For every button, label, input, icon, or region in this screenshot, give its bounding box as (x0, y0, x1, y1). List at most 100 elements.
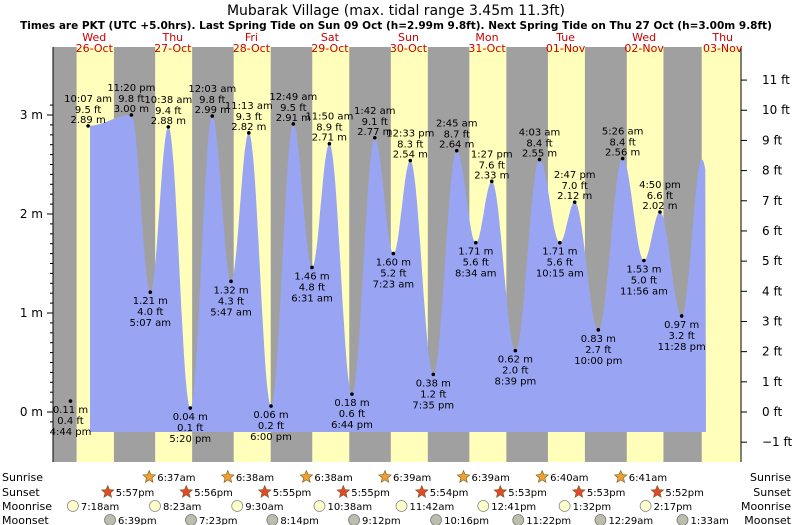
tide-low-point (269, 404, 273, 408)
tide-low-point (513, 348, 518, 353)
sunrise-time: 6:37am (157, 473, 195, 484)
tide-low-point (188, 406, 193, 410)
tide-low-time: 10:00 pm (574, 356, 622, 367)
moonset-time: 1:33am (690, 516, 728, 525)
sunset-row-label-left: Sunset (2, 486, 40, 499)
moonrise-icon (149, 500, 161, 512)
sunrise-icon (220, 469, 235, 483)
sunrise-time: 6:40am (550, 473, 588, 484)
tide-low-time: 11:28 pm (658, 342, 706, 353)
sunrise-time: 6:38am (314, 473, 352, 484)
right-axis-tick-label: 8 ft (762, 164, 782, 178)
tide-high-point (129, 113, 134, 117)
tide-low-ft: 3.2 ft (668, 331, 694, 342)
day-header-name: Tue (555, 31, 575, 44)
tide-high-ft: 8.7 ft (444, 130, 470, 141)
day-header-name: Thu (161, 31, 183, 44)
sunrise-row-label-right: Sunrise (750, 471, 791, 484)
sunrise-time: 6:39am (472, 473, 510, 484)
moonset-time: 11:22pm (526, 516, 571, 525)
sunrise-icon (299, 469, 314, 483)
tide-high-point (658, 210, 662, 214)
sunrise-icon (378, 469, 392, 483)
tide-low-ft: 5.6 ft (463, 258, 489, 269)
right-axis-tick-label: 1 ft (762, 375, 782, 389)
tide-high-ft: 9.4 ft (155, 106, 181, 117)
right-axis-tick-label: 4 ft (762, 284, 782, 298)
tide-low-point (473, 240, 478, 245)
tide-low-point (558, 240, 562, 245)
tide-high-ft: 9.3 ft (236, 112, 262, 123)
tide-low-ft: 0.2 ft (258, 421, 284, 432)
moonrise-time: 9:30am (245, 502, 283, 513)
tide-high-time: 1:42 am (354, 106, 396, 117)
sunset-icon (336, 484, 351, 498)
moonrise-icon (231, 500, 244, 512)
tide-low-ft: 0.4 ft (57, 416, 83, 427)
moonset-icon (430, 514, 442, 525)
moonrise-icon (313, 500, 326, 512)
tide-low-m: 0.06 m (253, 410, 288, 421)
sunset-icon (257, 484, 272, 498)
tide-low-point (679, 314, 684, 318)
sunrise-icon (613, 469, 628, 483)
tide-high-ft: 8.4 ft (526, 139, 552, 150)
sunrise-time: 6:38am (236, 473, 274, 484)
moonrise-icon (66, 500, 79, 512)
tide-low-m: 1.71 m (458, 247, 493, 258)
moonrise-time: 12:41pm (491, 502, 536, 513)
tide-high-point (489, 179, 494, 184)
tide-high-m: 2.99 m (195, 105, 230, 116)
tide-high-time: 2:45 am (436, 119, 478, 130)
sunrise-icon (535, 469, 550, 483)
moonrise-row-label-right: Moonrise (741, 500, 791, 513)
sunrise-row-label-left: Sunrise (2, 471, 43, 484)
day-header-date: 26-Oct (76, 42, 114, 55)
tide-low-point (431, 372, 436, 377)
tide-high-m: 3.00 m (114, 104, 149, 115)
chart-title: Mubarak Village (max. tidal range 3.45m … (227, 3, 565, 19)
moonset-icon (512, 514, 525, 525)
day-header-date: 29-Oct (311, 42, 349, 55)
moonrise-time: 8:23am (163, 502, 201, 513)
moonrise-time: 2:17pm (654, 502, 693, 513)
tide-low-ft: 4.8 ft (299, 282, 325, 293)
tide-low-ft: 2.0 ft (502, 366, 528, 377)
tide-high-m: 2.91 m (276, 113, 311, 124)
tide-low-time: 4:44 pm (50, 427, 92, 438)
tide-low-point (350, 392, 354, 396)
left-axis-tick-label: 0 m (20, 405, 43, 419)
tide-low-point (148, 290, 153, 295)
tide-low-m: 1.53 m (626, 265, 661, 276)
sunset-icon (414, 484, 429, 498)
moonrise-time: 1:32pm (573, 502, 612, 513)
tide-high-ft: 8.3 ft (397, 140, 423, 151)
tide-low-point (642, 258, 646, 263)
day-headers: Wed26-OctThu27-OctFri28-OctSat29-OctSun3… (76, 31, 743, 55)
moonrise-row-label-left: Moonrise (2, 500, 52, 513)
chart-subtitle: Times are PKT (UTC +5.0hrs). Last Spring… (20, 20, 772, 32)
day-header-name: Sun (398, 31, 419, 44)
day-header-name: Thu (711, 31, 733, 44)
right-axis-tick-label: 11 ft (762, 73, 790, 87)
tide-low-time: 6:31 am (291, 293, 333, 304)
day-header-name: Fri (245, 31, 258, 44)
tide-low-m: 1.32 m (213, 285, 248, 296)
tide-high-m: 2.77 m (357, 127, 392, 138)
tide-low-time: 6:00 pm (250, 432, 292, 443)
tide-high-point (454, 148, 459, 153)
tide-high-m: 2.54 m (393, 150, 428, 161)
sun-moon-table: Sunrise Sunrise 6:37am 6:38am 6:38am 6:39am 6:… (2, 469, 792, 525)
day-header-name: Wed (632, 31, 656, 44)
right-axis-tick-label: 2 ft (762, 345, 782, 359)
sunset-time: 5:53pm (587, 488, 626, 499)
tide-low-m: 0.97 m (664, 320, 699, 331)
tide-high-time: 11:20 pm (107, 83, 155, 94)
tide-high-time: 11:50 am (305, 112, 353, 123)
tide-high-m: 2.71 m (312, 133, 347, 144)
tide-low-ft: 5.6 ft (547, 258, 573, 269)
tide-high-point (86, 124, 90, 128)
moonrise-time: 7:18am (81, 502, 119, 513)
tide-high-point (247, 131, 251, 135)
